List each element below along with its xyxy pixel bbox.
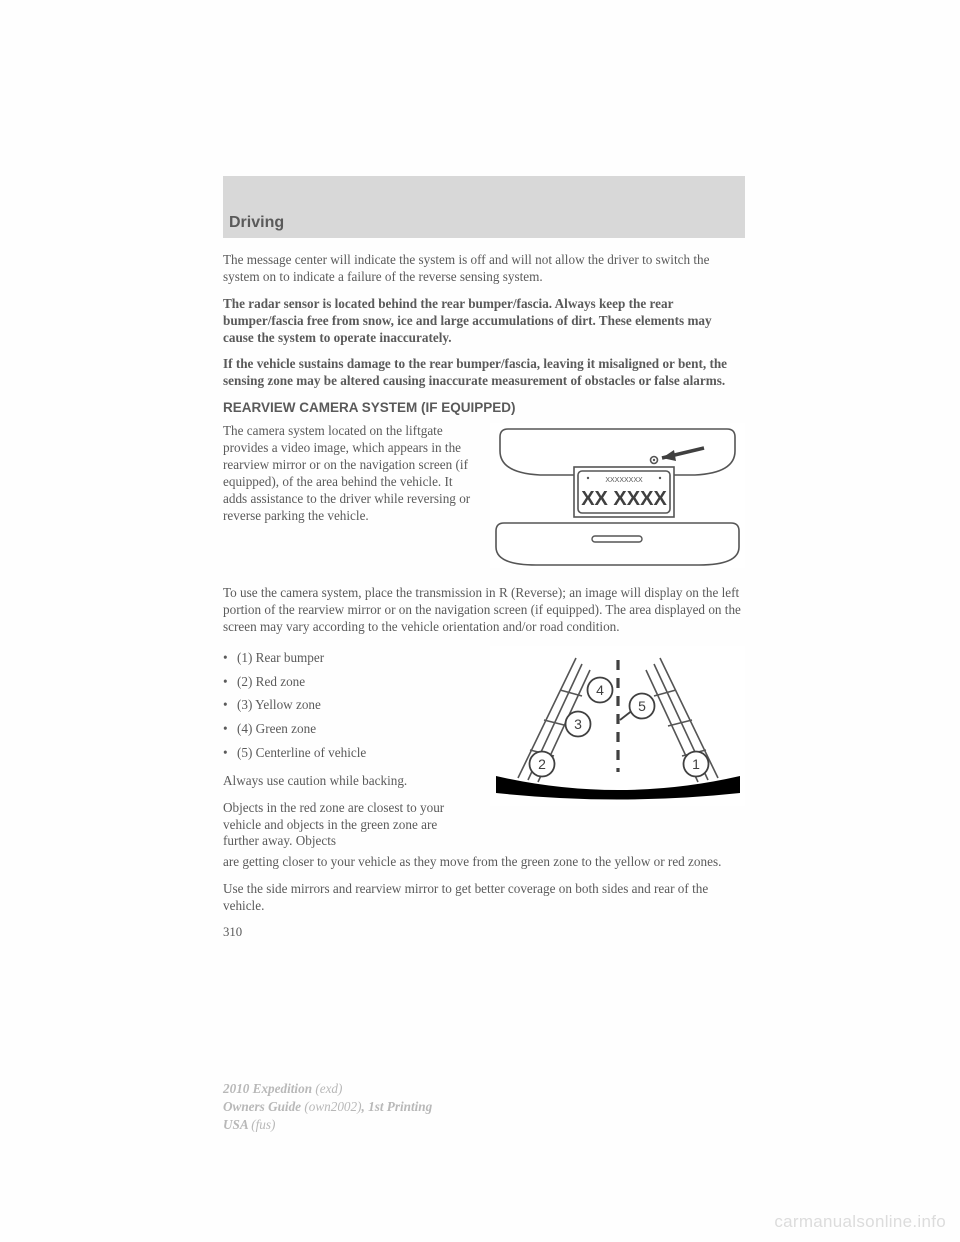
footer-model: 2010 Expedition (223, 1081, 315, 1096)
objects-para-part2: are getting closer to your vehicle as th… (223, 854, 745, 871)
zone-item-5: (5) Centerline of vehicle (223, 741, 476, 765)
section-title: REARVIEW CAMERA SYSTEM (IF EQUIPPED) (223, 400, 745, 415)
footer-guide: Owners Guide (223, 1099, 304, 1114)
footer-l2b: (own2002) (304, 1099, 361, 1114)
footer-l3b: (fus) (251, 1117, 275, 1132)
liftgate-illustration: XXXXXXXX XX XXXX (490, 423, 745, 573)
mirrors-para: Use the side mirrors and rearview mirror… (223, 881, 745, 915)
zone-item-3: (3) Yellow zone (223, 693, 476, 717)
zone-label-1: 1 (692, 756, 700, 772)
footer-l2c: , 1st Printing (362, 1099, 433, 1114)
zone-label-3: 3 (574, 716, 582, 732)
footer-l1b: (exd) (315, 1081, 342, 1096)
zone-list: (1) Rear bumper (2) Red zone (3) Yellow … (223, 646, 476, 765)
watermark: carmanualsonline.info (774, 1212, 946, 1232)
camera-para: The camera system located on the liftgat… (223, 423, 476, 524)
body-p2-bold: The radar sensor is located behind the r… (223, 296, 745, 347)
header-band: Driving (223, 176, 745, 238)
page-number: 310 (223, 925, 745, 940)
page-title: Driving (229, 214, 284, 232)
objects-para-part1: Objects in the red zone are closest to y… (223, 800, 476, 851)
plate-small-text: XXXXXXXX (605, 477, 643, 484)
zone-item-2: (2) Red zone (223, 670, 476, 694)
zone-label-4: 4 (596, 682, 604, 698)
footer-usa: USA (223, 1117, 251, 1132)
zone-label-2: 2 (538, 756, 546, 772)
zone-item-1: (1) Rear bumper (223, 646, 476, 670)
caution-para: Always use caution while backing. (223, 773, 476, 790)
usage-para: To use the camera system, place the tran… (223, 585, 745, 636)
footer-block: 2010 Expedition (exd) Owners Guide (own2… (223, 1080, 432, 1133)
zone-label-5: 5 (638, 698, 646, 714)
body-p3-bold: If the vehicle sustains damage to the re… (223, 356, 745, 390)
zones-diagram: 1 2 3 4 5 (490, 646, 745, 850)
plate-big-text: XX XXXX (581, 488, 667, 510)
body-p1: The message center will indicate the sys… (223, 252, 745, 286)
zone-item-4: (4) Green zone (223, 717, 476, 741)
